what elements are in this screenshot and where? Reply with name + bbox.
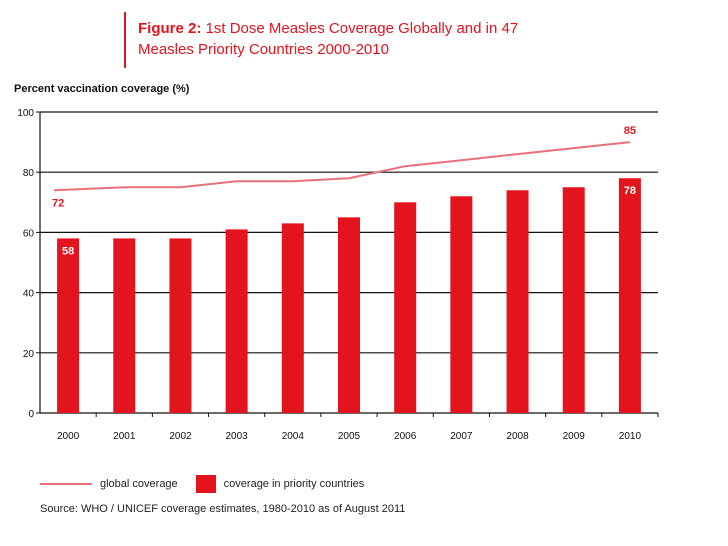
bar-2005 (338, 217, 360, 413)
figure-title: 1st Dose Measles Coverage Globally and i… (138, 20, 519, 58)
x-tick-label-2010: 2010 (619, 431, 642, 442)
y-tick-label-60: 60 (23, 228, 35, 239)
bar-2001 (113, 238, 136, 413)
title-accent-bar (124, 12, 126, 68)
x-tick-label-2000: 2000 (57, 431, 80, 442)
x-tick-label-2007: 2007 (450, 431, 473, 442)
chart-legend: global coverage coverage in priority cou… (40, 475, 364, 493)
legend-bar-label: coverage in priority countries (223, 478, 365, 490)
bar-2002 (169, 238, 192, 413)
bar-2010 (618, 178, 641, 413)
global-coverage-line (54, 141, 631, 192)
x-tick-label-2002: 2002 (169, 431, 192, 442)
figure-label: Figure 2: (138, 20, 202, 37)
y-tick-label-0: 0 (28, 409, 34, 420)
x-tick-label-2008: 2008 (506, 431, 529, 442)
figure-title-block: Figure 2: 1st Dose Measles Coverage Glob… (138, 18, 578, 60)
x-tick-label-2006: 2006 (394, 431, 417, 442)
x-tick-label-2003: 2003 (226, 431, 249, 442)
y-tick-label-80: 80 (23, 168, 35, 179)
bar-2004 (281, 223, 304, 413)
legend-bar-swatch (195, 475, 216, 493)
legend-line-label: global coverage (100, 478, 178, 490)
line-value-label-2010: 85 (624, 125, 636, 137)
bar-2009 (562, 187, 585, 413)
bar-2008 (506, 190, 529, 413)
x-tick-label-2001: 2001 (113, 431, 136, 442)
x-tick-label-2009: 2009 (563, 431, 586, 442)
y-tick-label-20: 20 (23, 349, 35, 360)
bar-2000 (57, 238, 80, 413)
source-note: Source: WHO / UNICEF coverage estimates,… (40, 503, 406, 515)
bar-2003 (225, 229, 248, 413)
y-tick-label-40: 40 (23, 289, 35, 300)
bar-2007 (450, 196, 473, 413)
bar-2006 (394, 202, 417, 413)
line-value-label-2000: 72 (52, 197, 64, 209)
x-tick-label-2005: 2005 (338, 431, 361, 442)
y-axis-label: Percent vaccination coverage (%) (14, 83, 190, 95)
bar-value-label-2010: 78 (624, 185, 636, 197)
y-tick-label-100: 100 (17, 108, 34, 119)
x-tick-label-2004: 2004 (282, 431, 305, 442)
bar-value-label-2000: 58 (62, 245, 74, 257)
legend-line-swatch (40, 483, 92, 485)
